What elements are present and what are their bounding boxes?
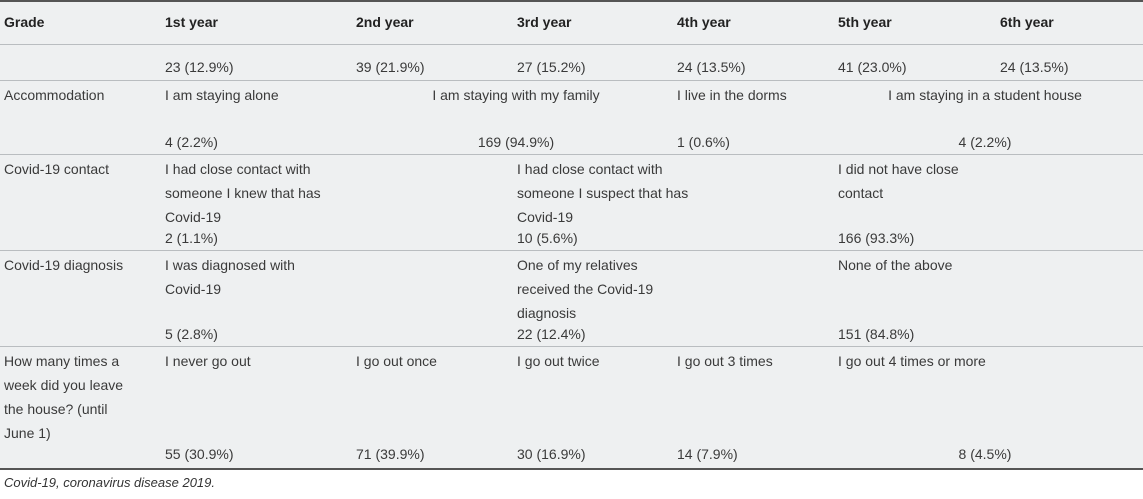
outings-option-twice: I go out twice xyxy=(517,353,600,369)
header-grade: Grade xyxy=(4,14,45,30)
diagnosis-value-self: 5 (2.8%) xyxy=(165,326,218,342)
outings-value-four-plus: 8 (4.5%) xyxy=(958,446,1012,462)
table-footnote: Covid-19, coronavirus disease 2019. xyxy=(4,475,216,490)
header-year-4: 4th year xyxy=(677,14,731,30)
contact-value-none: 166 (93.3%) xyxy=(838,230,915,246)
table-top-rule xyxy=(0,0,1143,2)
header-year-6: 6th year xyxy=(1000,14,1054,30)
accommodation-label: Accommodation xyxy=(4,87,105,103)
grade-count-3: 27 (15.2%) xyxy=(517,59,586,75)
diagnosis-option-relative: One of my relatives received the Covid-1… xyxy=(517,257,654,321)
outings-value-never: 55 (30.9%) xyxy=(165,446,234,462)
row-divider xyxy=(0,154,1143,155)
accommodation-option-alone: I am staying alone xyxy=(165,87,279,103)
accommodation-option-dorms: I live in the dorms xyxy=(677,87,787,103)
grade-count-5: 41 (23.0%) xyxy=(838,59,907,75)
contact-option-known: I had close contact with someone I knew … xyxy=(165,161,321,225)
survey-table: Grade 1st year 2nd year 3rd year 4th yea… xyxy=(0,0,1143,470)
table-bottom-rule xyxy=(0,468,1143,470)
row-divider xyxy=(0,346,1143,347)
diagnosis-value-none: 151 (84.8%) xyxy=(838,326,915,342)
outings-value-once: 71 (39.9%) xyxy=(356,446,425,462)
diagnosis-option-self: I was diagnosed with Covid-19 xyxy=(165,257,295,297)
accommodation-value-student-house: 4 (2.2%) xyxy=(958,134,1012,150)
header-year-2: 2nd year xyxy=(356,14,414,30)
diagnosis-label: Covid-19 diagnosis xyxy=(4,257,124,273)
outings-option-never: I never go out xyxy=(165,353,251,369)
grade-count-6: 24 (13.5%) xyxy=(1000,59,1069,75)
accommodation-option-student-house: I am staying in a student house xyxy=(888,87,1082,103)
outings-value-twice: 30 (16.9%) xyxy=(517,446,586,462)
outings-option-four-plus: I go out 4 times or more xyxy=(838,353,986,369)
outings-option-once: I go out once xyxy=(356,353,437,369)
diagnosis-option-none: None of the above xyxy=(838,257,953,273)
row-divider xyxy=(0,80,1143,81)
diagnosis-value-relative: 22 (12.4%) xyxy=(517,326,586,342)
contact-value-suspect: 10 (5.6%) xyxy=(517,230,578,246)
contact-label: Covid-19 contact xyxy=(4,161,110,177)
outings-value-three: 14 (7.9%) xyxy=(677,446,738,462)
grade-count-2: 39 (21.9%) xyxy=(356,59,425,75)
grade-count-4: 24 (13.5%) xyxy=(677,59,746,75)
row-divider xyxy=(0,250,1143,251)
outings-label: How many times a week did you leave the … xyxy=(4,353,124,441)
header-year-3: 3rd year xyxy=(517,14,572,30)
outings-option-three: I go out 3 times xyxy=(677,353,773,369)
accommodation-value-alone: 4 (2.2%) xyxy=(165,134,218,150)
header-year-1: 1st year xyxy=(165,14,218,30)
grade-count-1: 23 (12.9%) xyxy=(165,59,234,75)
accommodation-value-family: 169 (94.9%) xyxy=(477,134,555,150)
contact-option-none: I did not have close contact xyxy=(838,161,959,201)
header-rule xyxy=(0,44,1143,45)
contact-option-suspect: I had close contact with someone I suspe… xyxy=(517,161,689,225)
accommodation-value-dorms: 1 (0.6%) xyxy=(677,134,730,150)
accommodation-option-family: I am staying with my family xyxy=(432,87,600,103)
contact-value-known: 2 (1.1%) xyxy=(165,230,218,246)
header-year-5: 5th year xyxy=(838,14,892,30)
